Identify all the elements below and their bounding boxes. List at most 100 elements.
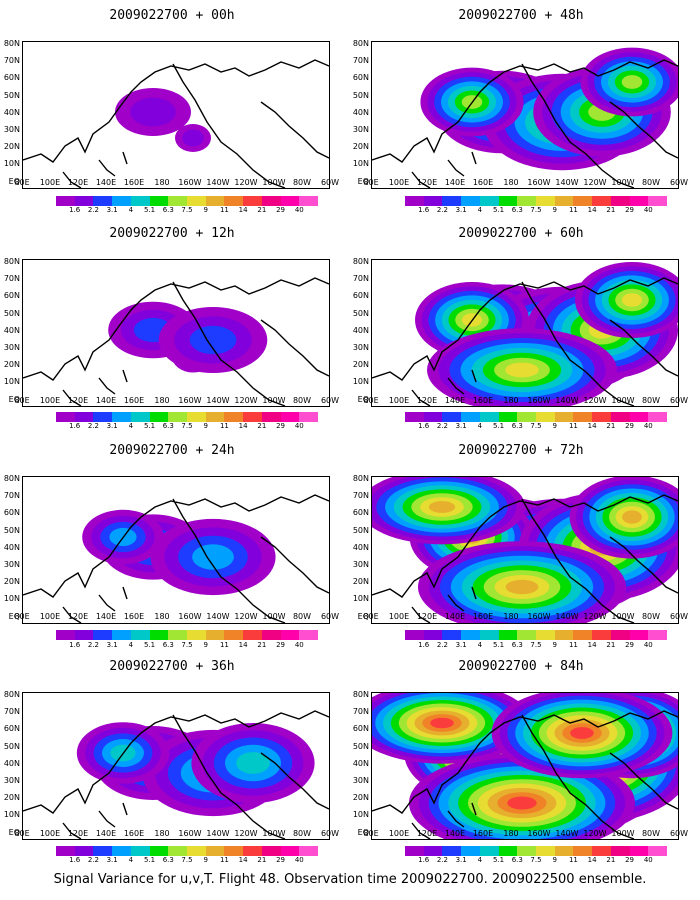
- colorbar-swatch: [56, 846, 75, 856]
- colorbar-label: 7.5: [530, 856, 542, 864]
- coastline: [23, 277, 329, 406]
- colorbar-label: 21: [257, 856, 267, 864]
- variance-field: [115, 88, 211, 152]
- longitude-label: 80E: [363, 612, 379, 621]
- colorbar-label: 1.6: [69, 856, 81, 864]
- colorbar: [56, 630, 319, 640]
- latitude-label: 60N: [3, 724, 20, 734]
- colorbar-swatch: [93, 196, 113, 206]
- longitude-label: 160E: [123, 396, 145, 405]
- variance-map: [371, 41, 679, 189]
- colorbar-label: 21: [606, 422, 616, 430]
- colorbar-label: 9: [552, 641, 557, 649]
- latitude-label: 40N: [3, 325, 20, 335]
- latitude-label: 70N: [3, 274, 20, 284]
- colorbar-swatch: [423, 412, 443, 422]
- colorbar-label: 21: [606, 856, 616, 864]
- colorbar-swatch: [442, 196, 462, 206]
- latitude-label: 20N: [352, 360, 369, 370]
- colorbar-label: 29: [276, 422, 286, 430]
- colorbar-label: 29: [625, 422, 635, 430]
- colorbar-swatch: [149, 196, 169, 206]
- colorbar-swatch: [423, 196, 443, 206]
- longitude-label: 120E: [416, 829, 438, 838]
- longitude-label: 120E: [67, 612, 89, 621]
- longitude-label: 140W: [555, 396, 579, 405]
- colorbar-label: 40: [294, 641, 304, 649]
- latitude-label: 80N: [3, 690, 20, 699]
- longitude-label: 140E: [444, 178, 466, 187]
- colorbar-swatch: [479, 412, 499, 422]
- colorbar-swatch: [648, 630, 668, 640]
- latitude-label: EQ: [8, 394, 20, 404]
- colorbar-swatch: [536, 846, 555, 856]
- colorbar-label: 2.2: [87, 422, 99, 430]
- longitude-label: 140E: [444, 612, 466, 621]
- longitude-label: 160W: [178, 396, 202, 405]
- longitude-label: 120W: [583, 612, 607, 621]
- colorbar-label: 14: [587, 422, 597, 430]
- longitude-label: 140E: [95, 612, 117, 621]
- colorbar-label: 6.3: [162, 206, 174, 214]
- longitude-label: 60W: [320, 178, 340, 187]
- longitude-label: 120E: [67, 829, 89, 838]
- longitude-label: 60W: [320, 829, 340, 838]
- colorbar-swatch: [629, 846, 649, 856]
- colorbar-swatch: [648, 196, 668, 206]
- colorbar-label: 2.2: [436, 856, 448, 864]
- colorbar-label: 40: [294, 856, 304, 864]
- colorbar-swatch: [168, 196, 188, 206]
- colorbar-swatch: [224, 196, 244, 206]
- longitude-label: 60W: [320, 396, 340, 405]
- colorbar-label: 4: [128, 206, 134, 214]
- colorbar-label: 6.3: [511, 856, 523, 864]
- longitude-label: 160W: [178, 612, 202, 621]
- colorbar-label: 1.6: [69, 206, 81, 214]
- coastline: [372, 277, 678, 406]
- colorbar-swatch: [610, 412, 630, 422]
- colorbar-label: 6.3: [511, 206, 523, 214]
- colorbar-swatch: [56, 196, 75, 206]
- colorbar-swatch: [224, 630, 244, 640]
- colorbar-swatch: [168, 630, 188, 640]
- colorbar-label: 11: [568, 422, 578, 430]
- colorbar-label: 14: [238, 206, 248, 214]
- colorbar-swatch: [442, 412, 462, 422]
- colorbar-label: 6.3: [162, 641, 174, 649]
- coastline: [372, 710, 678, 839]
- longitude-label: 140E: [444, 829, 466, 838]
- colorbar-label: 2.2: [436, 641, 448, 649]
- colorbar-swatch: [610, 846, 630, 856]
- longitude-label: 100E: [388, 612, 410, 621]
- colorbar-swatch: [498, 846, 518, 856]
- colorbar-label: 14: [238, 422, 248, 430]
- colorbar-swatch: [498, 630, 518, 640]
- colorbar: [405, 412, 668, 422]
- colorbar-label: 3.1: [455, 641, 467, 649]
- longitude-label: 120W: [234, 829, 258, 838]
- colorbar-label: 40: [294, 206, 304, 214]
- panel-title: 2009022700 + 60h: [458, 226, 584, 241]
- variance-map: [22, 692, 330, 840]
- colorbar-swatch: [610, 630, 630, 640]
- colorbar-swatch: [112, 412, 131, 422]
- variance-map: [371, 476, 679, 624]
- colorbar-label: 9: [203, 422, 208, 430]
- colorbar-swatch: [130, 846, 150, 856]
- longitude-label: 180: [503, 178, 519, 187]
- colorbar-label: 14: [238, 641, 248, 649]
- colorbar-swatch: [423, 630, 443, 640]
- colorbar-label: 11: [219, 641, 229, 649]
- longitude-label: 100E: [388, 178, 410, 187]
- colorbar-label: 29: [276, 856, 286, 864]
- colorbar-label: 4: [128, 641, 134, 649]
- longitude-label: 140W: [206, 829, 230, 838]
- colorbar-swatch: [93, 412, 113, 422]
- colorbar-swatch: [205, 630, 225, 640]
- latitude-labels: 80N 70N 60N 50N 40N 30N 20N 10N EQ: [0, 475, 20, 624]
- longitude-label: 80E: [363, 396, 379, 405]
- longitude-label: 80W: [641, 396, 661, 405]
- longitude-label: 80E: [14, 829, 30, 838]
- latitude-label: 20N: [3, 360, 20, 370]
- latitude-label: 50N: [352, 308, 369, 318]
